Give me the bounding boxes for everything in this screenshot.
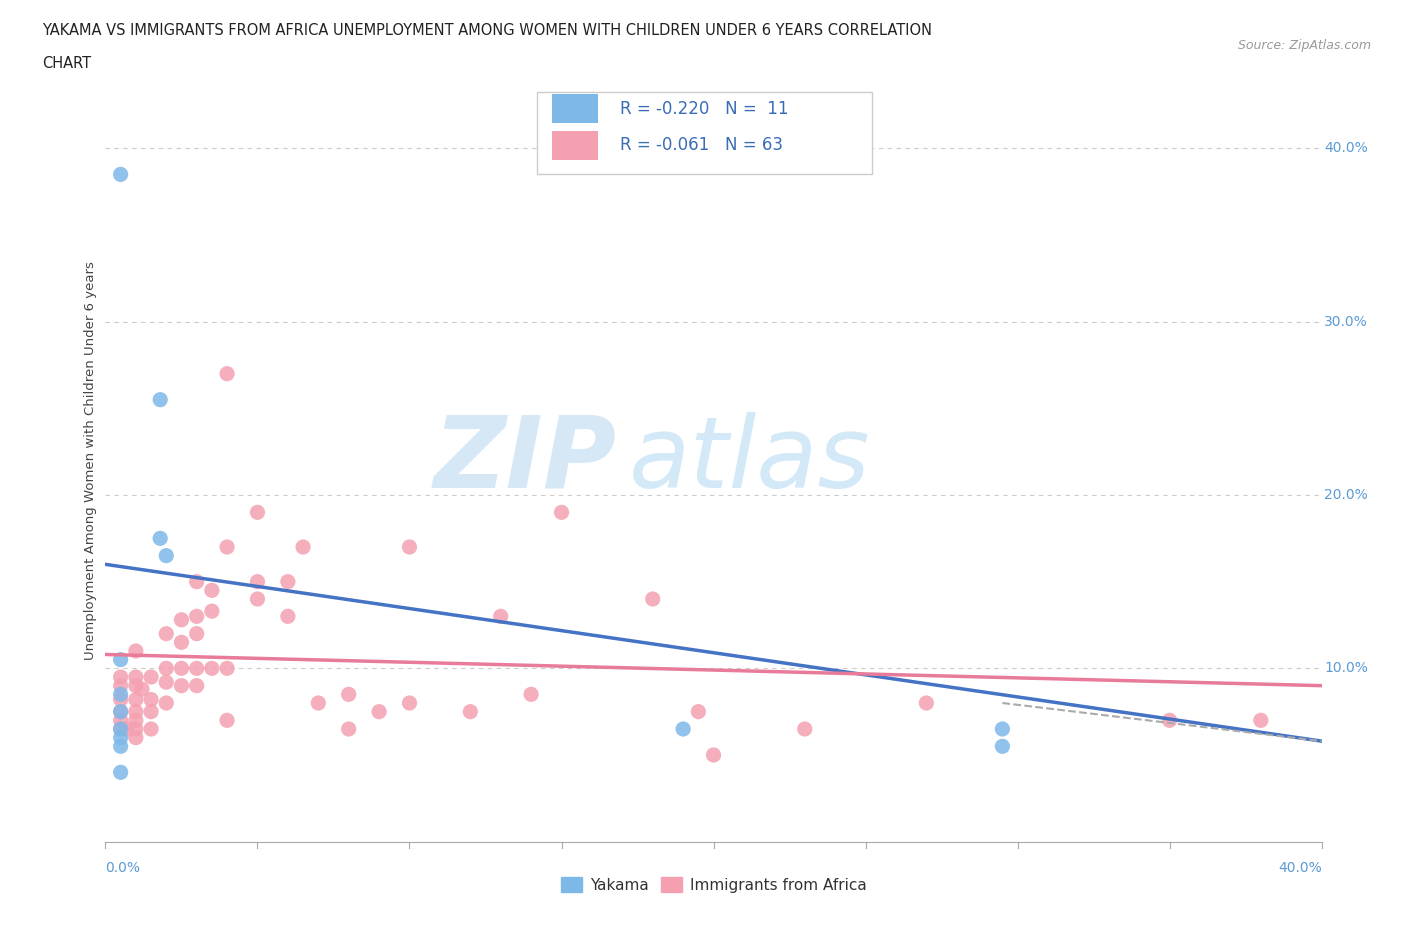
Point [155, 626, 177, 641]
Point [702, 748, 725, 763]
Point [520, 687, 543, 702]
Point [292, 539, 315, 554]
Point [125, 730, 148, 745]
FancyBboxPatch shape [551, 130, 598, 160]
Point [155, 548, 177, 563]
Text: YAKAMA VS IMMIGRANTS FROM AFRICA UNEMPLOYMENT AMONG WOMEN WITH CHILDREN UNDER 6 : YAKAMA VS IMMIGRANTS FROM AFRICA UNEMPLO… [42, 23, 932, 38]
Point [688, 704, 710, 719]
Point [186, 609, 208, 624]
Point [110, 704, 132, 719]
Point [201, 583, 224, 598]
Point [170, 678, 193, 693]
Point [991, 722, 1014, 737]
Point [337, 722, 360, 737]
Point [489, 609, 512, 624]
Point [337, 687, 360, 702]
Point [149, 531, 172, 546]
Text: 0.0%: 0.0% [105, 861, 141, 875]
Point [131, 682, 153, 697]
Point [201, 661, 224, 676]
Point [1159, 713, 1181, 728]
Point [110, 722, 132, 737]
Point [550, 505, 572, 520]
Point [186, 626, 208, 641]
Point [915, 696, 938, 711]
Point [398, 696, 420, 711]
Point [125, 722, 148, 737]
Text: ZIP: ZIP [433, 412, 616, 509]
Point [155, 696, 177, 711]
Point [793, 722, 815, 737]
Text: Source: ZipAtlas.com: Source: ZipAtlas.com [1237, 39, 1371, 52]
Point [991, 738, 1014, 753]
Point [155, 661, 177, 676]
Point [110, 713, 132, 728]
Point [217, 713, 239, 728]
Point [139, 670, 162, 684]
Point [110, 670, 132, 684]
Point [368, 704, 391, 719]
Point [186, 678, 208, 693]
Text: atlas: atlas [628, 412, 870, 509]
Point [125, 644, 148, 658]
Text: 30.0%: 30.0% [1324, 314, 1368, 328]
Text: 40.0%: 40.0% [1278, 861, 1322, 875]
Point [155, 675, 177, 690]
Point [277, 574, 299, 589]
Point [110, 652, 132, 667]
Text: 10.0%: 10.0% [1324, 661, 1368, 675]
Point [139, 692, 162, 707]
Point [110, 730, 132, 745]
Point [110, 687, 132, 702]
Point [125, 670, 148, 684]
Legend: Yakama, Immigrants from Africa: Yakama, Immigrants from Africa [554, 870, 873, 898]
Point [170, 635, 193, 650]
Text: CHART: CHART [42, 56, 91, 71]
Point [110, 692, 132, 707]
Point [125, 692, 148, 707]
Point [217, 366, 239, 381]
Point [110, 722, 132, 737]
Point [246, 574, 269, 589]
Point [186, 574, 208, 589]
Point [139, 704, 162, 719]
Point [170, 612, 193, 627]
Point [398, 539, 420, 554]
Point [110, 167, 132, 182]
Point [458, 704, 481, 719]
Point [149, 392, 172, 407]
Point [125, 713, 148, 728]
Point [125, 704, 148, 719]
Text: R = -0.220   N =  11: R = -0.220 N = 11 [620, 100, 789, 118]
Point [277, 609, 299, 624]
Point [246, 505, 269, 520]
Point [672, 722, 695, 737]
Point [110, 738, 132, 753]
Y-axis label: Unemployment Among Women with Children Under 6 years: Unemployment Among Women with Children U… [84, 261, 97, 659]
Point [641, 591, 664, 606]
Point [139, 722, 162, 737]
Point [307, 696, 329, 711]
Text: 40.0%: 40.0% [1324, 141, 1368, 155]
Point [1250, 713, 1272, 728]
Point [246, 591, 269, 606]
Point [110, 704, 132, 719]
Point [170, 661, 193, 676]
Point [110, 678, 132, 693]
Point [217, 539, 239, 554]
Point [115, 722, 138, 737]
Point [186, 661, 208, 676]
Point [201, 604, 224, 618]
Point [110, 764, 132, 779]
Text: 20.0%: 20.0% [1324, 488, 1368, 502]
Point [217, 661, 239, 676]
Point [125, 678, 148, 693]
Text: R = -0.061   N = 63: R = -0.061 N = 63 [620, 136, 783, 154]
FancyBboxPatch shape [537, 92, 872, 175]
FancyBboxPatch shape [551, 94, 598, 124]
